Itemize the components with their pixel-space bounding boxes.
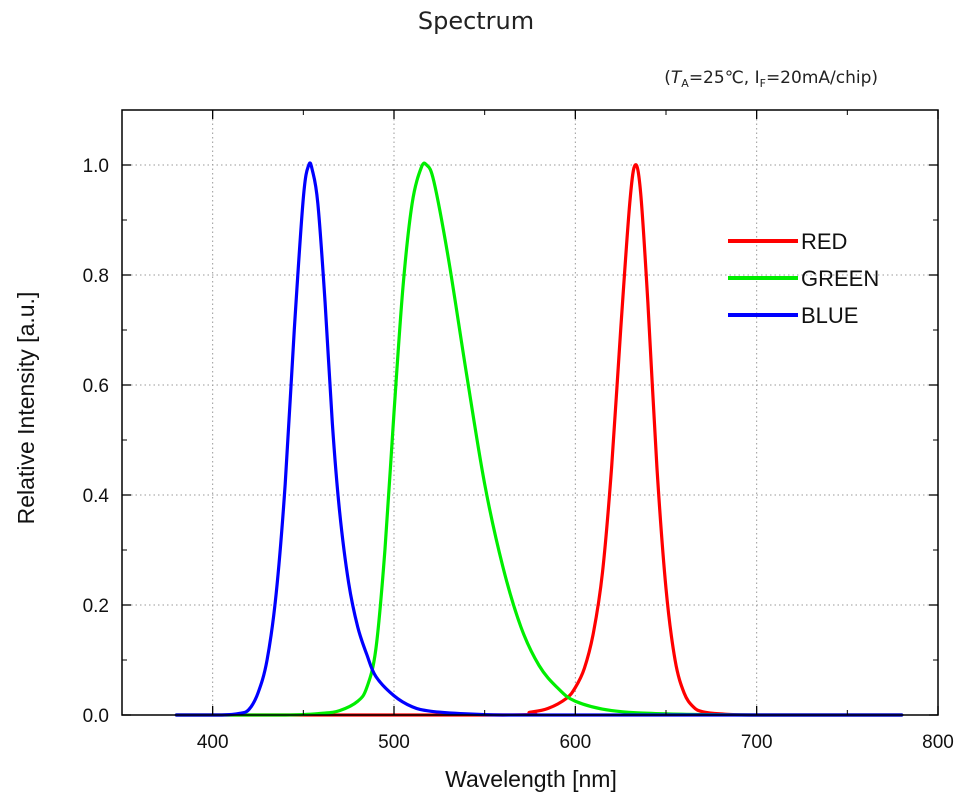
x-tick-labels: 400 500 600 700 800 <box>197 732 954 753</box>
chart-title: Spectrum <box>418 7 534 35</box>
legend-label-blue: BLUE <box>801 303 858 328</box>
legend: RED GREEN BLUE <box>728 229 879 328</box>
y-axis-label: Relative Intensity [a.u.] <box>13 292 39 525</box>
series-line-green <box>174 161 904 717</box>
conditions-t-sub: A <box>681 77 689 90</box>
grid-lines <box>122 110 938 715</box>
y-tick-label: 0.4 <box>83 486 110 507</box>
plot-frame <box>121 109 939 716</box>
conditions-t: T <box>671 68 683 88</box>
y-tick-label: 0.6 <box>83 376 109 397</box>
x-tick-label: 600 <box>559 732 591 753</box>
series-line-blue <box>174 161 904 717</box>
axis-ticks <box>122 109 939 716</box>
y-tick-label: 0.0 <box>83 706 109 727</box>
y-tick-label: 0.8 <box>83 266 109 287</box>
conditions-open: ( <box>664 68 671 88</box>
spectrum-curves <box>174 161 904 717</box>
x-tick-label: 700 <box>741 732 773 753</box>
x-tick-label: 500 <box>378 732 410 753</box>
series-line-red <box>174 163 904 717</box>
legend-label-green: GREEN <box>801 266 879 291</box>
x-axis-label: Wavelength [nm] <box>445 766 617 792</box>
conditions-current: =20mA/chip) <box>766 68 878 88</box>
measurement-conditions: (TA=25℃, IF=20mA/chip) <box>664 68 878 90</box>
conditions-i-sub: F <box>760 77 766 90</box>
y-tick-label: 0.2 <box>83 596 109 617</box>
y-tick-label: 1.0 <box>83 156 109 177</box>
x-tick-label: 400 <box>197 732 229 753</box>
y-tick-labels: 0.0 0.2 0.4 0.6 0.8 1.0 <box>83 156 110 727</box>
legend-label-red: RED <box>801 229 847 254</box>
conditions-temp: =25℃, I <box>689 68 760 88</box>
x-tick-label: 800 <box>922 732 954 753</box>
